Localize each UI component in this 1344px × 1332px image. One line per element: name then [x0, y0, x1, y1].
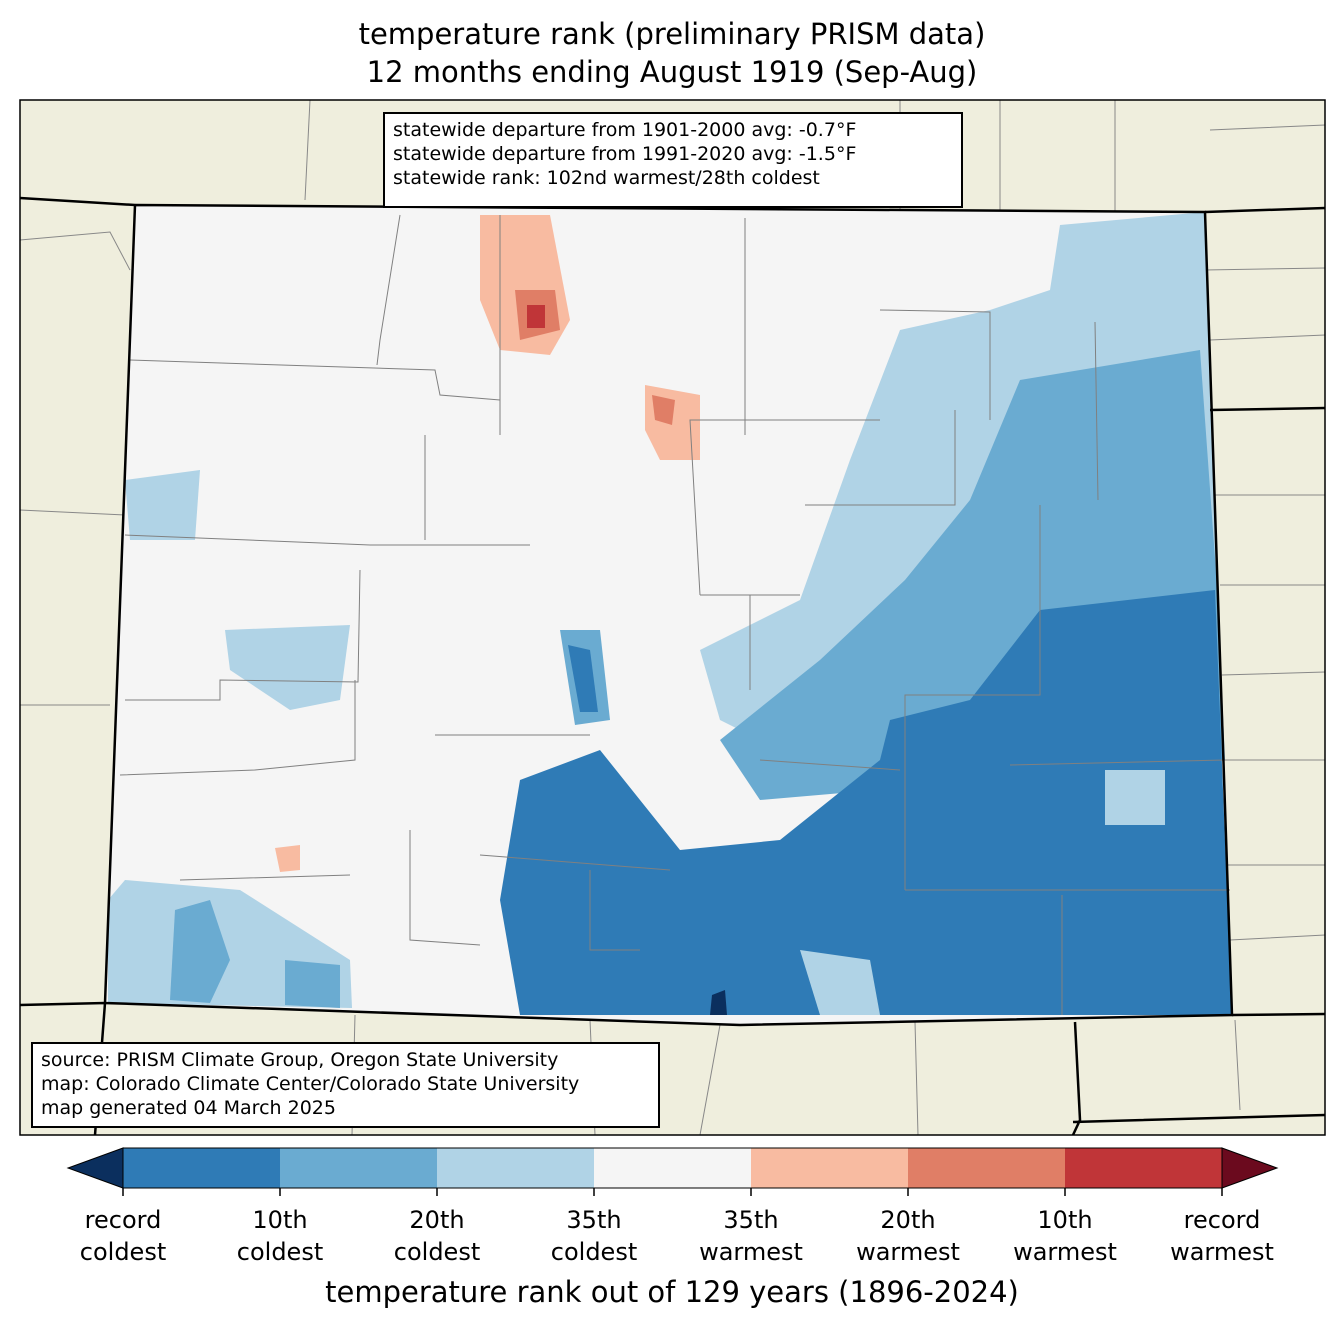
colorbar-segment-20th-coldest [280, 1148, 437, 1188]
colorbar-tick-label: 20th warmest [856, 1206, 960, 1266]
colorbar-tick-label: 10th coldest [236, 1206, 324, 1266]
departure-1901-2000: statewide departure from 1901-2000 avg: … [393, 119, 857, 141]
source-box: source: PRISM Climate Group, Oregon Stat… [31, 1042, 660, 1128]
map-title: temperature rank (preliminary PRISM data… [358, 17, 986, 51]
county-boundaries [119, 214, 1230, 1015]
colorbar-segment-10th-warmest [1065, 1148, 1222, 1188]
map-frame [19, 99, 1326, 1136]
colorbar-arrow-record-coldest [66, 1147, 124, 1189]
colorbar-tick-label: 35th warmest [699, 1206, 803, 1266]
generated-date: map generated 04 March 2025 [41, 1097, 336, 1119]
colorbar-tick-label: 35th coldest [550, 1206, 638, 1266]
colorbar-tick-label: 10th warmest [1013, 1206, 1117, 1266]
colorbar-segment-35th-warmest [751, 1148, 908, 1188]
colorbar-segment-10th-coldest [123, 1148, 280, 1188]
colorbar-segment-35th-coldest [437, 1148, 594, 1188]
departure-1991-2020: statewide departure from 1991-2020 avg: … [393, 143, 857, 165]
colorbar-tick-label: record coldest [79, 1206, 167, 1266]
colorado-border [103, 203, 1234, 1027]
colorbar-segment-neutral [594, 1148, 751, 1188]
map-subtitle: 12 months ending August 1919 (Sep-Aug) [366, 55, 978, 89]
map-credit: map: Colorado Climate Center/Colorado St… [41, 1073, 580, 1095]
colorbar [66, 1147, 1279, 1196]
warm-anomaly-regions [275, 215, 700, 872]
statewide-stats-box: statewide departure from 1901-2000 avg: … [383, 112, 963, 208]
colorbar-label: temperature rank out of 129 years (1896-… [325, 1275, 1019, 1309]
statewide-rank: statewide rank: 102nd warmest/28th colde… [393, 167, 820, 189]
colorbar-tick-label: record warmest [1170, 1206, 1274, 1266]
cold-anomaly-regions [108, 212, 1232, 1015]
region-10th-coldest [500, 590, 1232, 1015]
colorbar-tick-label: 20th coldest [393, 1206, 481, 1266]
colorbar-arrow-record-warmest [1221, 1147, 1279, 1189]
source-credit: source: PRISM Climate Group, Oregon Stat… [41, 1049, 559, 1071]
colorbar-segment-20th-warmest [908, 1148, 1065, 1188]
state-borders [19, 196, 1326, 1136]
